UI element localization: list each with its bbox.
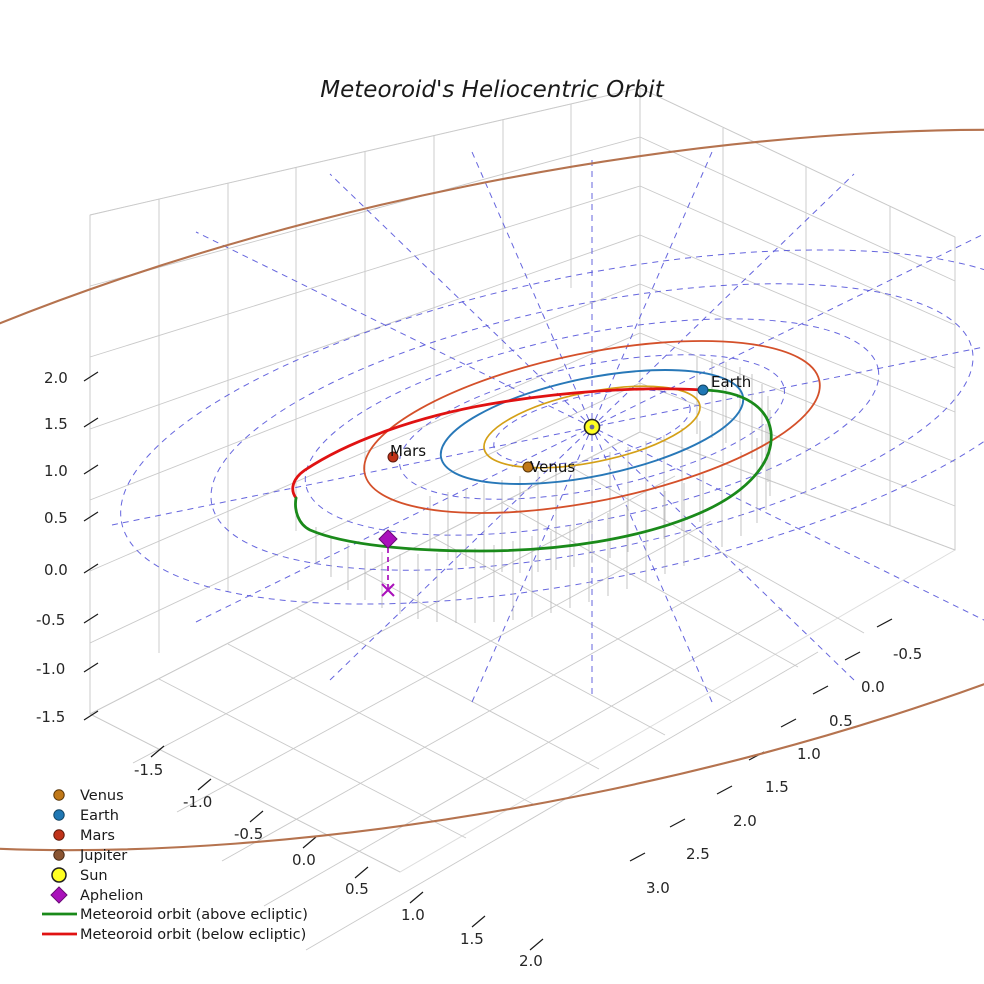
y-tick-label: 0.0 (861, 678, 885, 696)
earth-marker (697, 384, 709, 396)
meteoroid-orbit-above-ecliptic (294, 388, 773, 553)
page-title: Meteoroid's Heliocentric Orbit (320, 77, 664, 103)
legend-marker-venus (53, 789, 65, 801)
x-tick-label: -1.5 (134, 761, 163, 779)
legend-label-sun: Sun (80, 868, 108, 884)
legend-marker-jupiter (53, 849, 65, 861)
legend-label-venus: Venus (80, 788, 124, 804)
legend-label-jupiter: Jupiter (79, 848, 127, 864)
aphelion-group (378, 529, 398, 597)
legend-marker-sun (51, 867, 67, 883)
mars-label: Mars (390, 442, 426, 460)
y-axis-tick-labels: -0.5 0.0 0.5 1.0 1.5 2.0 2.5 3.0 (646, 645, 922, 897)
z-tick-label: 1.5 (44, 415, 68, 433)
orbit-droplines (315, 357, 771, 623)
x-tick-label: 2.0 (519, 952, 543, 970)
z-tick-label: -1.5 (36, 708, 65, 726)
aphelion-marker (378, 529, 398, 549)
z-tick-label: -0.5 (36, 611, 65, 629)
z-tick-label: 2.0 (44, 369, 68, 387)
y-tick-label: -0.5 (893, 645, 922, 663)
x-tick-label: 1.5 (460, 930, 484, 948)
x-axis-tick-labels: -1.5 -1.0 -0.5 0.0 0.5 1.0 1.5 2.0 (134, 761, 543, 970)
legend-label-mars: Mars (80, 828, 115, 844)
x-tick-label: 0.5 (345, 880, 369, 898)
z-tick-label: 1.0 (44, 462, 68, 480)
y-tick-label: 2.5 (686, 845, 710, 863)
earth-label: Earth (711, 373, 751, 391)
legend-label-earth: Earth (80, 808, 119, 824)
x-tick-label: 1.0 (401, 906, 425, 924)
pane-bottom-ecliptic (88, 431, 957, 951)
venus-label: Venus (530, 458, 575, 476)
x-tick-label: -1.0 (183, 793, 212, 811)
legend-marker-mars (53, 829, 65, 841)
legend-marker-earth (53, 809, 65, 821)
aphelion-projection-x-marker (381, 583, 395, 597)
meteoroid-orbit-below-ecliptic (291, 387, 705, 500)
x-tick-label: 0.0 (292, 851, 316, 869)
meteoroid-orbit (291, 387, 773, 553)
y-tick-label: 2.0 (733, 812, 757, 830)
body-markers: Venus Earth Mars (387, 373, 751, 476)
legend-label-aphelion: Aphelion (80, 888, 143, 904)
mars-marker (387, 451, 399, 463)
plot-legend: Venus Earth Mars Jupiter Sun Aphelion Me… (42, 788, 308, 943)
z-tick-label: 0.0 (44, 561, 68, 579)
venus-marker (522, 461, 534, 473)
orbit-mars (363, 340, 821, 514)
y-tick-label: 1.0 (797, 745, 821, 763)
z-tick-label: 0.5 (44, 509, 68, 527)
sun-core (589, 424, 595, 430)
legend-label-above-ecliptic: Meteoroid orbit (above ecliptic) (80, 907, 308, 923)
legend-label-below-ecliptic: Meteoroid orbit (below ecliptic) (80, 927, 306, 943)
y-tick-label: 1.5 (765, 778, 789, 796)
x-tick-label: -0.5 (234, 825, 263, 843)
y-tick-label: 3.0 (646, 879, 670, 897)
z-tick-label: -1.0 (36, 660, 65, 678)
z-axis-tick-labels: 2.0 1.5 1.0 0.5 0.0 -0.5 -1.0 -1.5 (36, 369, 68, 726)
y-tick-label: 0.5 (829, 712, 853, 730)
legend-marker-aphelion (50, 886, 68, 904)
